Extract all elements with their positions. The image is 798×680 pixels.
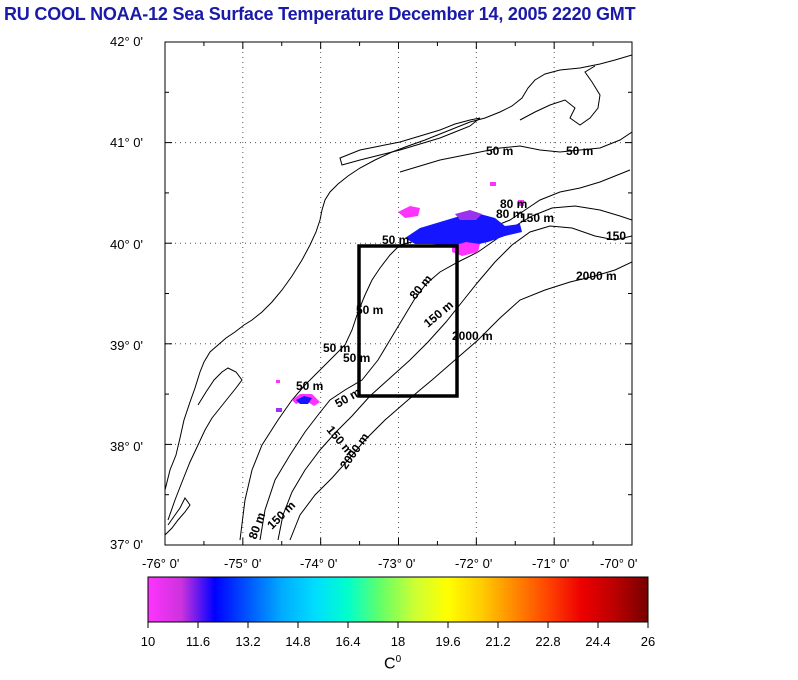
sst-speck-2 xyxy=(276,380,280,383)
sst-patch-magenta-1 xyxy=(398,206,420,218)
sst-patch-magenta-2 xyxy=(452,242,480,256)
contour-label: 150 xyxy=(606,229,626,243)
contour-label: 50 m xyxy=(343,351,370,365)
colorbar: 10 11.6 13.2 14.8 16.4 18 19.6 21.2 22.8… xyxy=(141,576,655,649)
contour-label: 50 m xyxy=(356,303,383,317)
contour-labels: 50 m 50 m 50 m 80 m 80 m 150 m 50 m 150 … xyxy=(246,144,627,541)
chesapeake-shore xyxy=(165,497,191,536)
study-area-box xyxy=(357,244,459,398)
delaware-bay xyxy=(167,367,243,521)
lon-label: -75° 0' xyxy=(224,556,261,571)
contour-label: 80 m xyxy=(246,511,269,541)
lon-label: -71° 0' xyxy=(532,556,569,571)
sst-speck-1 xyxy=(490,182,496,186)
colorbar-label: 10 xyxy=(141,634,155,649)
long-island xyxy=(339,117,481,166)
sst-speck-3 xyxy=(276,408,282,412)
contour-label: 80 m xyxy=(407,272,435,302)
contour-label: 50 m xyxy=(296,379,323,393)
contour-50m-north xyxy=(399,131,632,173)
lat-label: 38° 0' xyxy=(110,439,143,454)
sst-patches xyxy=(276,182,524,412)
lon-label: -76° 0' xyxy=(142,556,179,571)
lat-label: 39° 0' xyxy=(110,338,143,353)
contour-2000m xyxy=(289,261,632,541)
contour-label: 50 m xyxy=(486,144,513,158)
contour-label: 2000 m xyxy=(576,269,617,283)
lon-label: -73° 0' xyxy=(378,556,415,571)
sst-patch-cold xyxy=(405,214,522,246)
colorbar-label: 13.2 xyxy=(235,634,260,649)
colorbar-labels: 10 11.6 13.2 14.8 16.4 18 19.6 21.2 22.8… xyxy=(141,634,655,649)
lon-label: -70° 0' xyxy=(600,556,637,571)
lon-label: -72° 0' xyxy=(455,556,492,571)
coastline xyxy=(165,54,632,491)
contour-label: 150 m xyxy=(520,211,554,225)
contour-150m xyxy=(277,225,632,541)
map-title: RU COOL NOAA-12 Sea Surface Temperature … xyxy=(4,4,636,24)
contour-label: 50 m xyxy=(382,233,409,247)
contour-label: 80 m xyxy=(496,207,523,221)
lon-label: -74° 0' xyxy=(300,556,337,571)
lat-label: 41° 0' xyxy=(110,135,143,150)
lat-label: 42° 0' xyxy=(110,34,143,49)
lat-lon-grid xyxy=(165,42,632,545)
contour-label: 80 m xyxy=(500,197,527,211)
lat-labels: 42° 0' 41° 0' 40° 0' 39° 0' 38° 0' 37° 0… xyxy=(110,34,143,552)
colorbar-label: 19.6 xyxy=(435,634,460,649)
contour-label: 2000 m xyxy=(452,329,493,343)
contour-label: 150 m xyxy=(421,298,456,331)
colorbar-label: 21.2 xyxy=(485,634,510,649)
colorbar-ticks xyxy=(147,622,649,628)
contour-label: 50 m xyxy=(323,341,350,355)
colorbar-label: 18 xyxy=(391,634,405,649)
cape-cod xyxy=(519,65,601,126)
lat-label: 40° 0' xyxy=(110,237,143,252)
colorbar-label: 22.8 xyxy=(535,634,560,649)
axis-ticks xyxy=(164,41,633,546)
contour-label: 50 m xyxy=(566,144,593,158)
unit-letter: C xyxy=(384,655,396,673)
unit-superscript: 0 xyxy=(395,654,402,665)
colorbar-unit: C0 xyxy=(384,654,401,673)
sst-speck-4 xyxy=(518,200,524,206)
lat-label: 37° 0' xyxy=(110,537,143,552)
colorbar-gradient xyxy=(147,576,649,623)
lon-labels: -76° 0' -75° 0' -74° 0' -73° 0' -72° 0' … xyxy=(142,556,637,571)
contour-80m xyxy=(259,205,632,541)
contour-50m xyxy=(239,169,631,541)
colorbar-label: 24.4 xyxy=(585,634,610,649)
colorbar-label: 14.8 xyxy=(285,634,310,649)
sst-patch-violet xyxy=(455,210,482,220)
colorbar-label: 26 xyxy=(641,634,655,649)
colorbar-label: 16.4 xyxy=(335,634,360,649)
colorbar-label: 11.6 xyxy=(186,634,210,649)
sst-patch-delmarva-cold xyxy=(296,396,312,404)
contour-label: 150 m xyxy=(264,498,298,532)
